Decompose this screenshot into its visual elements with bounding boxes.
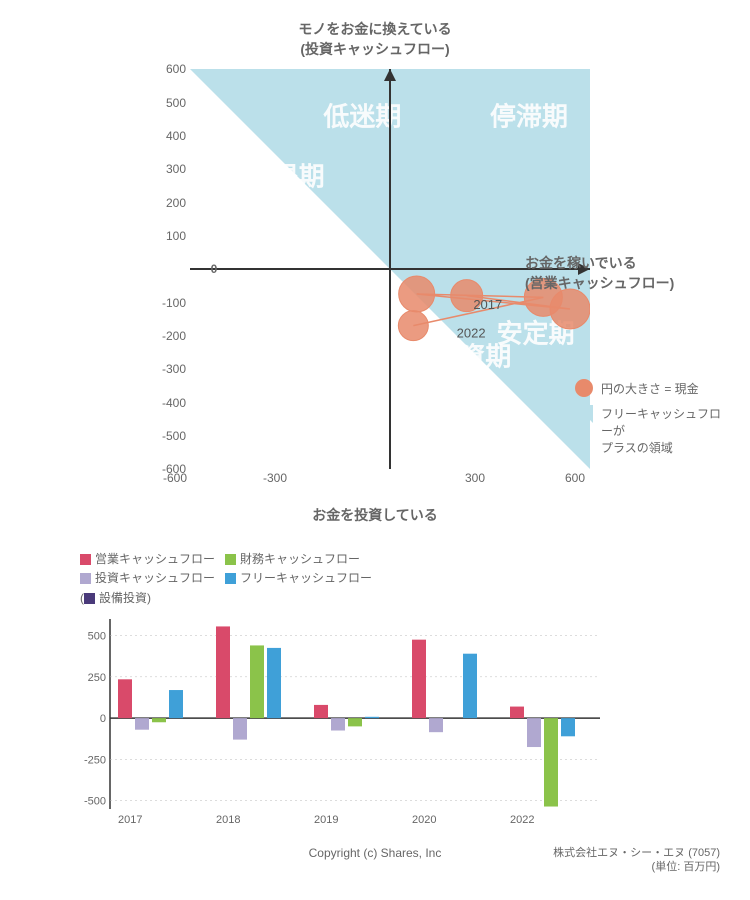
svg-text:停滞期: 停滞期 (490, 102, 568, 132)
legend-circle-label: 円の大きさ = 現金 (601, 380, 699, 397)
legend-triangle-icon (575, 405, 593, 423)
company-info: 株式会社エヌ・シー・エヌ (7057) (単位: 百万円) (553, 846, 720, 875)
bottom-axis-label: お金を投資している (20, 505, 730, 525)
svg-text:破綻期: 破綻期 (247, 342, 325, 372)
svg-text:2017: 2017 (473, 297, 502, 312)
svg-text:0: 0 (211, 262, 218, 276)
legend-circle-icon (575, 379, 593, 397)
svg-text:-500: -500 (84, 795, 106, 807)
svg-text:投資期: 投資期 (433, 342, 511, 372)
svg-text:500: 500 (88, 630, 106, 642)
bar-chart: 500 250 0 -250 -500 (80, 614, 600, 814)
bar-legend: 営業キャッシュフロー 財務キャッシュフロー 投資キャッシュフロー フリーキャッシ… (80, 550, 600, 608)
bar-chart-section: 営業キャッシュフロー 財務キャッシュフロー 投資キャッシュフロー フリーキャッシ… (80, 550, 600, 828)
legend-triangle-label: フリーキャッシュフローが プラスの領域 (601, 405, 730, 456)
svg-text:2022: 2022 (457, 326, 486, 341)
right-axis-label: お金を稼いでいる (営業キャッシュフロー) (525, 254, 674, 293)
svg-text:-250: -250 (84, 754, 106, 766)
quadrant-legend: 円の大きさ = 現金 フリーキャッシュフローが プラスの領域 (575, 379, 730, 464)
top-axis-label: モノをお金に換えている (投資キャッシュフロー) (20, 20, 730, 59)
svg-text:後退期: 後退期 (247, 162, 325, 192)
svg-text:250: 250 (88, 672, 106, 684)
svg-text:0: 0 (100, 713, 106, 725)
